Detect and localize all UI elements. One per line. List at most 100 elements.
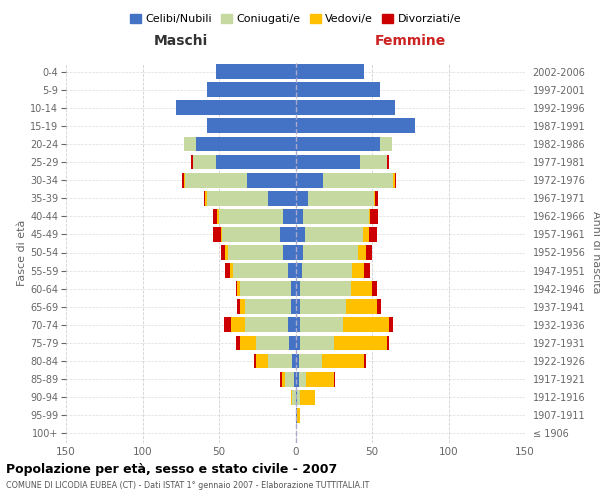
Bar: [216, 64, 296, 79]
Bar: [217, 209, 219, 224]
Bar: [236, 282, 238, 296]
Bar: [245, 318, 288, 332]
Bar: [207, 191, 268, 206]
Y-axis label: Fasce di età: Fasce di età: [17, 220, 27, 286]
Bar: [300, 300, 346, 314]
Bar: [205, 191, 207, 206]
Bar: [296, 191, 308, 206]
Bar: [207, 118, 296, 134]
Bar: [216, 154, 296, 170]
Bar: [296, 318, 300, 332]
Bar: [323, 172, 394, 188]
Bar: [296, 172, 323, 188]
Bar: [236, 336, 241, 350]
Bar: [302, 263, 352, 278]
Bar: [233, 263, 288, 278]
Bar: [191, 154, 193, 170]
Text: Maschi: Maschi: [154, 34, 208, 48]
Bar: [305, 227, 363, 242]
Bar: [334, 336, 388, 350]
Bar: [225, 245, 228, 260]
Bar: [291, 300, 296, 314]
Bar: [288, 263, 296, 278]
Bar: [256, 336, 289, 350]
Bar: [213, 227, 221, 242]
Bar: [231, 318, 245, 332]
Bar: [182, 172, 184, 188]
Bar: [299, 354, 322, 368]
Bar: [254, 354, 256, 368]
Bar: [300, 390, 316, 404]
Bar: [241, 336, 256, 350]
Bar: [241, 282, 291, 296]
Bar: [372, 282, 377, 296]
Bar: [291, 282, 296, 296]
Bar: [389, 318, 394, 332]
Bar: [256, 354, 268, 368]
Bar: [358, 245, 366, 260]
Bar: [291, 390, 292, 404]
Bar: [196, 136, 296, 152]
Y-axis label: Anni di nascita: Anni di nascita: [591, 211, 600, 294]
Bar: [296, 82, 380, 97]
Bar: [296, 408, 297, 423]
Bar: [300, 282, 350, 296]
Text: Femmine: Femmine: [374, 34, 446, 48]
Bar: [230, 263, 233, 278]
Bar: [296, 227, 305, 242]
Bar: [221, 245, 225, 260]
Bar: [388, 336, 389, 350]
Bar: [289, 336, 296, 350]
Bar: [375, 191, 378, 206]
Legend: Celibi/Nubili, Coniugati/e, Vedovi/e, Divorziati/e: Celibi/Nubili, Coniugati/e, Vedovi/e, Di…: [125, 9, 466, 29]
Bar: [303, 209, 369, 224]
Bar: [296, 372, 299, 386]
Bar: [238, 300, 241, 314]
Bar: [296, 154, 360, 170]
Bar: [360, 154, 388, 170]
Bar: [300, 318, 343, 332]
Bar: [219, 209, 283, 224]
Bar: [350, 282, 372, 296]
Bar: [176, 100, 296, 115]
Bar: [296, 118, 415, 134]
Bar: [185, 172, 247, 188]
Bar: [268, 354, 292, 368]
Bar: [322, 354, 364, 368]
Bar: [280, 372, 282, 386]
Bar: [334, 372, 335, 386]
Bar: [374, 191, 375, 206]
Bar: [296, 100, 395, 115]
Bar: [364, 354, 366, 368]
Bar: [364, 263, 370, 278]
Bar: [288, 318, 296, 332]
Text: Popolazione per età, sesso e stato civile - 2007: Popolazione per età, sesso e stato civil…: [6, 462, 337, 475]
Bar: [300, 336, 334, 350]
Bar: [184, 172, 185, 188]
Bar: [369, 227, 377, 242]
Bar: [221, 227, 222, 242]
Bar: [193, 154, 216, 170]
Bar: [207, 82, 296, 97]
Bar: [224, 318, 231, 332]
Bar: [245, 300, 291, 314]
Bar: [228, 245, 283, 260]
Bar: [343, 318, 389, 332]
Bar: [294, 372, 296, 386]
Bar: [283, 245, 296, 260]
Bar: [292, 390, 296, 404]
Bar: [241, 300, 245, 314]
Bar: [366, 245, 372, 260]
Bar: [238, 282, 241, 296]
Bar: [394, 172, 395, 188]
Bar: [296, 354, 299, 368]
Bar: [268, 191, 296, 206]
Bar: [395, 172, 397, 188]
Bar: [204, 191, 205, 206]
Bar: [296, 390, 297, 404]
Bar: [352, 263, 364, 278]
Bar: [346, 300, 377, 314]
Bar: [296, 300, 300, 314]
Bar: [363, 227, 369, 242]
Bar: [282, 372, 285, 386]
